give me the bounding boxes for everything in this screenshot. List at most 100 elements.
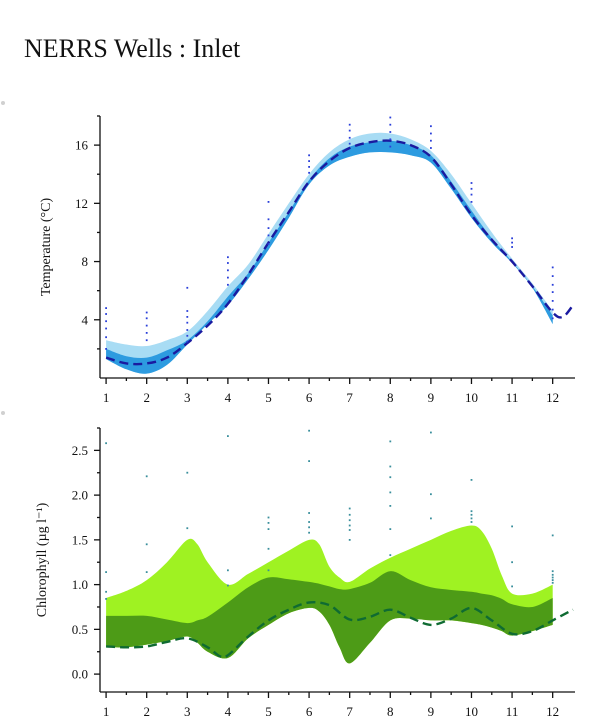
margin-mark-top [1, 101, 5, 105]
temp-observation-point [267, 234, 270, 237]
temp-observation-point [186, 310, 189, 312]
temp-observation-point [389, 123, 392, 126]
chart-title: NERRS Wells : Inlet [24, 34, 241, 63]
temp-observation-point [105, 307, 107, 309]
chl-observation-point [308, 429, 310, 432]
chl-y-tick-label: 1.0 [72, 577, 88, 592]
temp-observation-point [105, 348, 107, 350]
chl-observation-point [511, 561, 513, 564]
temp-observation-point [267, 218, 270, 221]
temp-x-tick-label: 7 [346, 390, 353, 405]
temp-observation-point [145, 317, 148, 320]
chl-observation-point [348, 507, 351, 510]
temp-observation-point [105, 320, 107, 323]
chl-observation-point [308, 531, 310, 534]
temp-observation-point [430, 125, 432, 128]
chl-observation-point [308, 512, 310, 514]
temp-observation-point [511, 237, 513, 240]
chl-mean-line [106, 601, 574, 659]
chl-observation-point [551, 581, 554, 584]
temp-observation-point [551, 291, 554, 293]
temp-observation-point [267, 243, 270, 245]
temp-x-tick-label: 9 [428, 390, 435, 405]
temp-observation-point [105, 313, 107, 315]
chl-x-tick-label: 4 [225, 704, 232, 719]
chl-observation-point [389, 554, 392, 556]
chl-observation-point [430, 493, 432, 496]
temp-observation-point [551, 308, 554, 311]
chl-observation-point [511, 525, 513, 528]
temp-observation-point [430, 139, 432, 142]
chl-observation-point [267, 569, 270, 572]
chl-x-tick-label: 10 [465, 704, 478, 719]
chl-inner-band [106, 571, 553, 664]
chl-observation-point [267, 522, 270, 524]
temp-observation-point [308, 154, 310, 157]
temp-observation-point [105, 327, 107, 330]
chl-observation-point [389, 491, 392, 494]
chl-observation-point [348, 519, 351, 522]
temp-observation-point [551, 283, 554, 286]
temp-observation-point [511, 241, 513, 244]
chl-observation-point [551, 579, 554, 581]
temp-observation-point [389, 116, 392, 119]
chl-observation-point [227, 569, 229, 572]
chl-x-tick-label: 8 [387, 704, 394, 719]
temp-observation-point [308, 171, 310, 174]
temp-y-tick-label: 4 [82, 312, 89, 327]
chl-observation-point [470, 513, 473, 516]
temp-observation-point [348, 129, 351, 132]
temp-observation-point [145, 332, 148, 334]
temp-observation-point [227, 262, 229, 264]
chl-observation-point [511, 585, 513, 588]
temp-mean-line [105, 139, 574, 366]
chl-observation-point [105, 598, 107, 600]
temp-observation-point [145, 324, 148, 327]
chl-observation-point [389, 476, 392, 479]
chl-x-tick-label: 9 [428, 704, 435, 719]
temp-x-tick-label: 4 [225, 390, 232, 405]
chl-x-tick-label: 11 [506, 704, 519, 719]
temp-observation-point [145, 311, 148, 314]
temp-x-tick-label: 12 [546, 390, 559, 405]
temp-observation-point [348, 123, 351, 126]
temp-x-tick-label: 6 [306, 390, 313, 405]
temp-observation-point [551, 275, 554, 277]
temp-observation-point [308, 166, 310, 168]
chl-observation-point [145, 475, 148, 478]
chl-observation-point [389, 528, 392, 530]
temp-observation-point [186, 340, 189, 343]
chl-observation-point [348, 539, 351, 541]
temp-observation-point [470, 187, 473, 190]
chl-observation-point [105, 571, 107, 573]
temp-observation-point [227, 276, 229, 279]
temp-y-tick-label: 12 [75, 196, 88, 211]
temp-observation-point [186, 316, 189, 318]
temp-observation-point [470, 201, 473, 203]
chl-observation-point [430, 431, 432, 434]
chl-y-tick-label: 2.0 [72, 488, 88, 503]
temp-observation-point [511, 246, 513, 248]
temp-observation-point [186, 321, 189, 324]
chl-observation-point [308, 526, 310, 529]
temp-y-axis-label: Temperature (°C) [39, 198, 54, 297]
temp-observation-point [267, 201, 270, 203]
chl-observation-point [267, 547, 270, 550]
chl-observation-point [227, 435, 229, 437]
chl-x-tick-label: 12 [546, 704, 559, 719]
temp-x-tick-label: 2 [143, 390, 150, 405]
chl-observation-point [348, 529, 351, 531]
chl-x-tick-label: 7 [346, 704, 353, 719]
chlorophyll-panel: 1 2 3 4 5 6 7 8 9 10 11 120.00.51.01.52.02.5Chlorop… [35, 427, 575, 719]
chl-observation-point [308, 521, 310, 523]
chl-observation-point [551, 573, 554, 576]
temp-x-tick-label: 11 [506, 390, 519, 405]
chl-observation-point [348, 513, 351, 516]
chl-observation-point [389, 465, 392, 468]
chl-observation-point [145, 571, 148, 573]
chl-observation-point [551, 534, 554, 537]
temp-y-tick-label: 16 [75, 138, 89, 153]
chl-observation-point [470, 479, 473, 481]
